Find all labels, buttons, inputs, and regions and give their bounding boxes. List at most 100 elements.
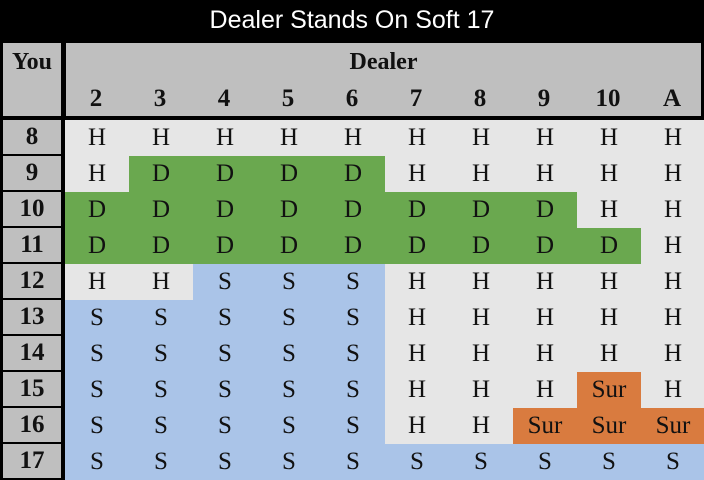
strategy-cell-hit: H: [129, 120, 193, 156]
player-total-header: 16: [3, 408, 61, 442]
strategy-cell-double: D: [193, 192, 257, 228]
strategy-cell-double: D: [321, 156, 385, 192]
dealer-card-header: 3: [153, 84, 167, 112]
strategy-cell-double: D: [193, 156, 257, 192]
strategy-cell-stand: S: [65, 372, 129, 408]
strategy-cell-stand: S: [65, 336, 129, 372]
dealer-card-header: 9: [537, 84, 551, 112]
strategy-cell-stand: S: [257, 408, 321, 444]
strategy-cell-hit: H: [449, 120, 513, 156]
strategy-cell-double: D: [321, 192, 385, 228]
strategy-cell-hit: H: [641, 192, 704, 228]
strategy-cell-hit: H: [513, 300, 577, 336]
dealer-card-header: A: [662, 84, 682, 112]
strategy-cell-hit: H: [513, 372, 577, 408]
strategy-cell-hit: H: [385, 156, 449, 192]
you-header: You: [3, 43, 61, 116]
strategy-cell-hit: H: [577, 264, 641, 300]
strategy-cell-double: D: [65, 228, 129, 264]
dealer-card-header: 4: [217, 84, 231, 112]
strategy-cell-hit: H: [449, 336, 513, 372]
strategy-cell-hit: H: [449, 156, 513, 192]
strategy-cell-double: D: [513, 192, 577, 228]
strategy-cell-surrender: Sur: [577, 372, 641, 408]
strategy-cell-stand: S: [129, 408, 193, 444]
player-total-header: 13: [3, 300, 61, 334]
strategy-cell-hit: H: [385, 336, 449, 372]
strategy-cell-stand: S: [193, 372, 257, 408]
strategy-cell-stand: S: [129, 444, 193, 480]
strategy-cell-stand: S: [321, 444, 385, 480]
strategy-cell-hit: H: [641, 228, 704, 264]
strategy-cell-hit: H: [449, 372, 513, 408]
strategy-cell-stand: S: [129, 300, 193, 336]
strategy-cell-double: D: [257, 192, 321, 228]
strategy-cell-stand: S: [321, 300, 385, 336]
strategy-cell-double: D: [449, 228, 513, 264]
dealer-card-header: 2: [89, 84, 103, 112]
strategy-cell-stand: S: [577, 444, 641, 480]
strategy-cell-stand: S: [321, 372, 385, 408]
player-total-header: 17: [3, 444, 61, 478]
strategy-cell-stand: S: [257, 300, 321, 336]
strategy-cell-hit: H: [321, 120, 385, 156]
strategy-cell-double: D: [129, 228, 193, 264]
strategy-grid: You Dealer 2 3 4 5 6 7 8 9 10 A 8 H H H H H H H H H H 9 H D D D D H…: [0, 40, 704, 480]
strategy-cell-stand: S: [257, 336, 321, 372]
dealer-card-header: 6: [345, 84, 359, 112]
strategy-cell-double: D: [129, 192, 193, 228]
dealer-header: Dealer: [66, 43, 701, 116]
player-total-header: 14: [3, 336, 61, 370]
strategy-cell-stand: S: [321, 336, 385, 372]
dealer-card-header: 7: [409, 84, 423, 112]
strategy-cell-hit: H: [449, 408, 513, 444]
strategy-cell-double: D: [257, 156, 321, 192]
player-total-header: 11: [3, 228, 61, 262]
strategy-cell-hit: H: [65, 264, 129, 300]
strategy-cell-double: D: [65, 192, 129, 228]
strategy-cell-hit: H: [513, 264, 577, 300]
strategy-cell-stand: S: [65, 300, 129, 336]
player-total-header: 15: [3, 372, 61, 406]
strategy-cell-stand: S: [257, 372, 321, 408]
strategy-cell-hit: H: [641, 264, 704, 300]
strategy-cell-double: D: [449, 192, 513, 228]
strategy-cell-hit: H: [385, 372, 449, 408]
strategy-cell-stand: S: [449, 444, 513, 480]
strategy-cell-hit: H: [641, 336, 704, 372]
strategy-cell-hit: H: [577, 336, 641, 372]
strategy-cell-surrender: Sur: [577, 408, 641, 444]
player-total-header: 10: [3, 192, 61, 226]
strategy-cell-stand: S: [193, 300, 257, 336]
player-total-header: 12: [3, 264, 61, 298]
player-total-header: 9: [3, 156, 61, 190]
strategy-cell-double: D: [577, 228, 641, 264]
strategy-cell-stand: S: [257, 444, 321, 480]
strategy-cell-hit: H: [129, 264, 193, 300]
strategy-cell-hit: H: [641, 300, 704, 336]
strategy-cell-stand: S: [513, 444, 577, 480]
strategy-cell-hit: H: [641, 156, 704, 192]
strategy-cell-hit: H: [65, 120, 129, 156]
strategy-cell-stand: S: [65, 444, 129, 480]
strategy-cell-stand: S: [641, 444, 704, 480]
strategy-cell-double: D: [321, 228, 385, 264]
strategy-cell-hit: H: [65, 156, 129, 192]
strategy-cell-double: D: [257, 228, 321, 264]
strategy-cell-hit: H: [193, 120, 257, 156]
strategy-cell-stand: S: [321, 264, 385, 300]
strategy-cell-stand: S: [193, 264, 257, 300]
strategy-cell-hit: H: [257, 120, 321, 156]
player-total-header: 8: [3, 120, 61, 154]
strategy-cell-hit: H: [449, 264, 513, 300]
strategy-cell-hit: H: [385, 408, 449, 444]
strategy-cell-hit: H: [385, 120, 449, 156]
chart-title: Dealer Stands On Soft 17: [0, 0, 704, 40]
strategy-cell-surrender: Sur: [513, 408, 577, 444]
dealer-card-header: 5: [281, 84, 295, 112]
strategy-cell-double: D: [385, 228, 449, 264]
strategy-cell-stand: S: [129, 372, 193, 408]
strategy-cell-stand: S: [321, 408, 385, 444]
strategy-cell-hit: H: [577, 192, 641, 228]
strategy-cell-hit: H: [385, 264, 449, 300]
